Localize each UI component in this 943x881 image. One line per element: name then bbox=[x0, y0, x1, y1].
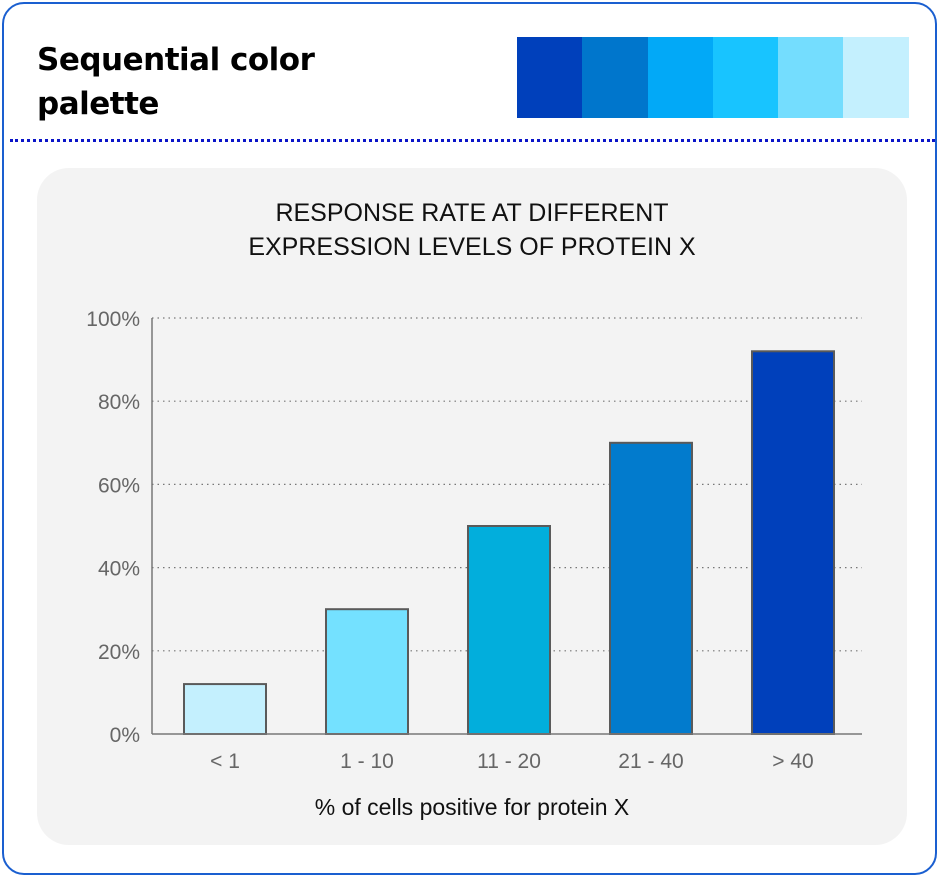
palette-swatches bbox=[517, 37, 909, 118]
palette-swatch bbox=[517, 37, 583, 118]
bar bbox=[609, 441, 693, 735]
dotted-divider bbox=[10, 139, 935, 142]
palette-swatch bbox=[712, 37, 779, 118]
palette-swatch bbox=[843, 37, 909, 118]
bar bbox=[325, 608, 409, 736]
x-tick-label: 11 - 20 bbox=[477, 750, 541, 773]
x-tick-label: 21 - 40 bbox=[618, 750, 683, 773]
chart-title-line-1: RESPONSE RATE AT DIFFERENT bbox=[275, 199, 668, 227]
x-axis-label: % of cells positive for protein X bbox=[315, 794, 629, 820]
y-tick-label: 20% bbox=[98, 641, 140, 664]
palette-swatch bbox=[582, 37, 648, 118]
y-tick-label: 60% bbox=[98, 474, 140, 497]
bar bbox=[183, 683, 267, 736]
page-title: Sequential color palette bbox=[37, 42, 315, 122]
palette-swatch bbox=[778, 37, 844, 118]
chart-title-line-2: EXPRESSION LEVELS OF PROTEIN X bbox=[248, 233, 696, 261]
x-tick-label: > 40 bbox=[772, 750, 813, 773]
bar bbox=[751, 350, 835, 735]
y-tick-label: 40% bbox=[98, 558, 140, 581]
palette-swatch bbox=[647, 37, 713, 118]
x-tick-label: < 1 bbox=[210, 750, 240, 773]
y-tick-label: 100% bbox=[86, 308, 140, 331]
bar bbox=[467, 525, 551, 735]
y-tick-label: 80% bbox=[98, 391, 140, 414]
x-tick-label: 1 - 10 bbox=[340, 750, 394, 773]
y-tick-label: 0% bbox=[110, 724, 140, 747]
